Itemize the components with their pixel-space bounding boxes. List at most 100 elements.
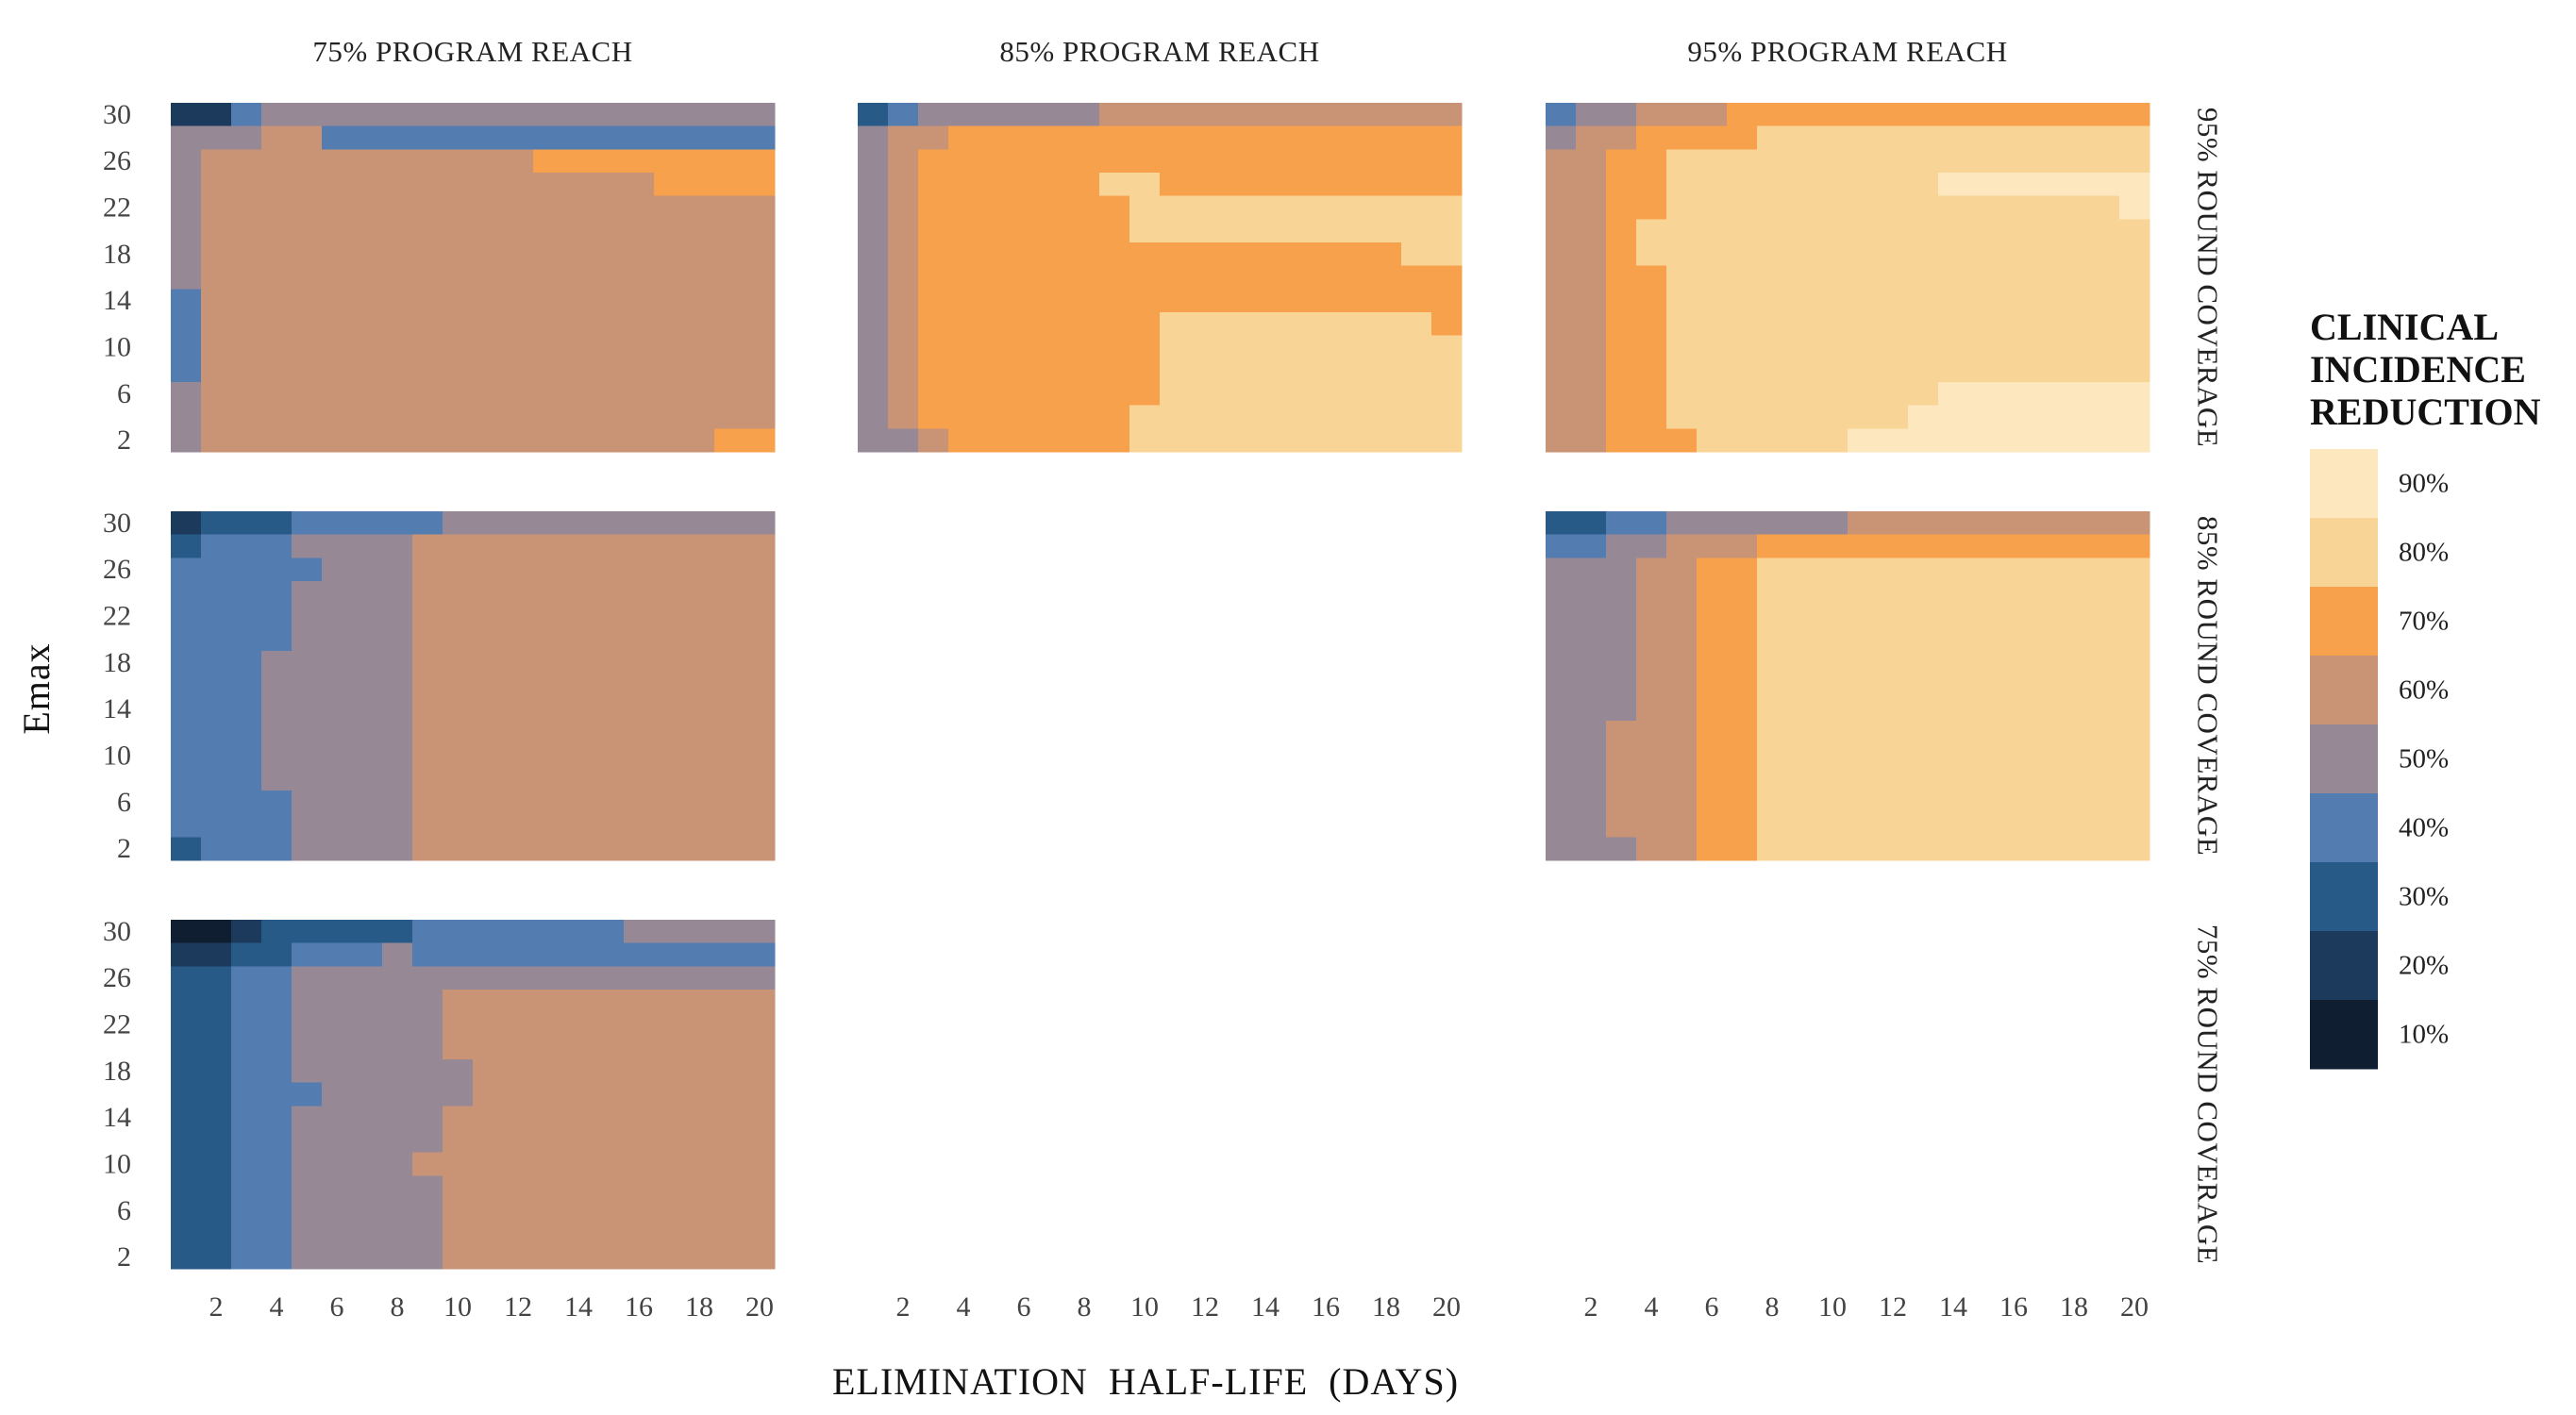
heatmap-cell [292, 1129, 323, 1154]
heatmap-cell [1220, 125, 1251, 150]
heatmap-cell [918, 219, 949, 243]
heatmap-cell [1280, 125, 1312, 150]
heatmap-cell [2059, 358, 2090, 383]
heatmap-cell [503, 382, 534, 407]
heatmap-cell [1129, 219, 1161, 243]
heatmap-cell [1817, 242, 1848, 267]
heatmap-cell [261, 534, 293, 558]
heatmap-cell [1938, 289, 1969, 313]
heatmap-cell [1938, 674, 1969, 698]
heatmap-cell [292, 1152, 323, 1176]
heatmap-cell [412, 242, 443, 267]
heatmap-cell [1039, 103, 1070, 127]
heatmap-cell [948, 382, 979, 407]
heatmap-cell [684, 1129, 715, 1154]
heatmap-cell [654, 558, 685, 582]
heatmap-cell [201, 511, 232, 536]
heatmap-cell [1908, 405, 1939, 429]
heatmap-cell [352, 265, 383, 290]
heatmap-cell [1999, 312, 2030, 337]
y-tick-label: 18 [103, 647, 131, 678]
heatmap-cell [1727, 604, 1758, 628]
heatmap-cell [979, 125, 1010, 150]
heatmap-cell [382, 289, 413, 313]
heatmap-cell [744, 358, 776, 383]
heatmap-cell [2029, 242, 2060, 267]
heatmap-cell [292, 743, 323, 768]
heatmap-cell [1666, 558, 1698, 582]
heatmap-cell [352, 743, 383, 768]
heatmap-cell [171, 604, 202, 628]
heatmap-cell [503, 627, 534, 652]
heatmap-cell [858, 173, 889, 197]
heatmap-cell [654, 743, 685, 768]
heatmap-cell [1069, 125, 1100, 150]
heatmap-cell [231, 627, 262, 652]
heatmap-cell [654, 651, 685, 675]
heatmap-cell [1727, 289, 1758, 313]
heatmap-cell [1160, 382, 1191, 407]
heatmap-cell [1878, 697, 1909, 722]
heatmap-cell [858, 125, 889, 150]
heatmap-cell [1129, 405, 1161, 429]
heatmap-cell [684, 219, 715, 243]
heatmap-cell [684, 990, 715, 1014]
heatmap-cell [1401, 358, 1432, 383]
heatmap-cell [2029, 511, 2060, 536]
heatmap-cell [261, 219, 293, 243]
heatmap-cell [352, 312, 383, 337]
heatmap-cell [201, 791, 232, 815]
heatmap-cell [382, 1036, 413, 1060]
heatmap-cell [594, 942, 625, 967]
heatmap-cell [171, 697, 202, 722]
heatmap-cell [1371, 103, 1402, 127]
heatmap-cell [382, 428, 413, 453]
heatmap-cell [1099, 195, 1130, 220]
x-axis-title: ELIMINATION HALF-LIFE (DAYS) [832, 1360, 1459, 1403]
heatmap-cell [1757, 382, 1788, 407]
heatmap-cell [1039, 125, 1070, 150]
heatmap-cell [443, 534, 474, 558]
heatmap-cell [1848, 721, 1879, 745]
heatmap-cell [1908, 813, 1939, 838]
heatmap-cell [503, 312, 534, 337]
heatmap-cell [322, 743, 353, 768]
heatmap-cell [261, 1036, 293, 1060]
heatmap-cell [979, 265, 1010, 290]
heatmap-cell [1069, 428, 1100, 453]
x-tick-label: 4 [1645, 1291, 1659, 1323]
heatmap-cell [443, 920, 474, 944]
heatmap-cell [563, 1059, 594, 1084]
legend-label: 40% [2399, 813, 2449, 843]
heatmap-cell [171, 534, 202, 558]
heatmap-cell [918, 335, 949, 359]
heatmap-cell [1606, 697, 1637, 722]
heatmap-cell [503, 721, 534, 745]
heatmap-cell [624, 697, 655, 722]
heatmap-cell [1431, 265, 1463, 290]
heatmap-cell [292, 265, 323, 290]
y-tick-label: 26 [103, 962, 131, 993]
heatmap-cell [231, 534, 262, 558]
heatmap-cell [714, 990, 745, 1014]
heatmap-cell [594, 721, 625, 745]
heatmap-cell [412, 335, 443, 359]
heatmap-cell [1787, 382, 1818, 407]
heatmap-cell [412, 743, 443, 768]
heatmap-cell [2059, 312, 2090, 337]
heatmap-cell [1431, 103, 1463, 127]
heatmap-cell [261, 173, 293, 197]
heatmap-cell [2089, 405, 2120, 429]
heatmap-cell [714, 837, 745, 861]
heatmap-cell [2059, 581, 2090, 606]
heatmap-cell [1878, 289, 1909, 313]
heatmap-cell [714, 604, 745, 628]
heatmap-cell [744, 149, 776, 174]
heatmap-cell [1576, 604, 1607, 628]
heatmap-cell [624, 382, 655, 407]
heatmap-cell [2089, 697, 2120, 722]
heatmap-cell [1099, 265, 1130, 290]
heatmap-cell [1938, 219, 1969, 243]
heatmap-cell [292, 125, 323, 150]
heatmap-cell [443, 697, 474, 722]
